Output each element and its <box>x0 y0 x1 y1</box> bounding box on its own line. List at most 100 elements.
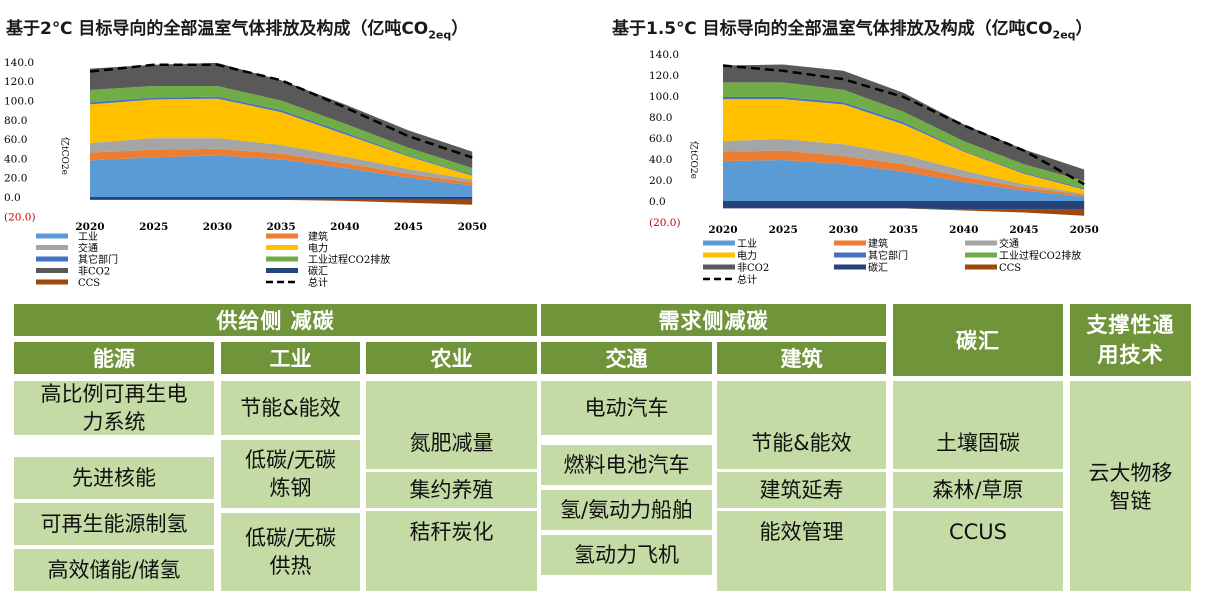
legend-swatch <box>965 252 997 258</box>
area-carbon-sink <box>90 197 473 200</box>
area-power <box>723 99 1085 194</box>
x-tick-label: 2030 <box>829 224 858 236</box>
legend-label: 建筑 <box>308 230 328 243</box>
legend-swatch <box>703 240 735 246</box>
legend-swatch <box>266 256 298 262</box>
legend-label: 碳汇 <box>868 261 888 274</box>
transport-item: 电动汽车 <box>541 381 712 435</box>
legend-item-non-co2: 非CO2 <box>703 262 769 274</box>
carbon-sink-header: 碳汇 <box>893 304 1063 376</box>
carbon-sink-item: CCUS <box>948 520 1008 544</box>
y-tick-label: 120.0 <box>649 70 679 82</box>
legend-item-power: 电力 <box>703 249 757 262</box>
legend-item-total: 总计 <box>703 273 757 286</box>
industry-item: 低碳/无碳炼钢 <box>221 440 360 508</box>
right-emissions-chart: (20.0) 0.0 20.0 40.0 60.0 80.0 100.0 120.0 140.0… <box>649 49 1099 286</box>
legend-label: 建筑 <box>868 237 888 250</box>
carbon-sink-item: 土壤固碳 <box>936 431 1020 455</box>
right-chart-title: 基于1.5℃ 目标导向的全部温室气体排放及构成（亿吨CO2eq） <box>612 19 1093 42</box>
legend-swatch <box>834 240 866 246</box>
supply-side-header: 供给侧 减碳 <box>14 304 537 336</box>
support-tech-header: 支撑性通用技术 <box>1070 304 1191 376</box>
area-non-co2 <box>723 64 1085 182</box>
industry-item: 节能&能效 <box>221 381 360 435</box>
legend-swatch <box>965 240 997 246</box>
building-item: 节能&能效 <box>751 431 852 455</box>
energy-item: 先进核能 <box>14 457 214 499</box>
y-tick-label: 120.0 <box>4 76 34 88</box>
x-tick-label: 2040 <box>949 224 978 236</box>
legend-item-ccs: CCS <box>965 263 1021 274</box>
x-tick-label: 2045 <box>394 221 423 233</box>
area-ccs <box>90 199 473 205</box>
legend-label: 非CO2 <box>737 262 769 274</box>
energy-item: 可再生能源制氢 <box>14 503 214 545</box>
x-tick-label: 2035 <box>266 221 295 233</box>
agriculture-item: 秸秆炭化 <box>409 520 494 544</box>
y-tick-label: 60.0 <box>4 134 27 146</box>
legend-label: 工业 <box>737 238 757 250</box>
industry-item: 低碳/无碳供热 <box>221 513 360 591</box>
legend-label: 工业过程CO2排放 <box>999 249 1081 262</box>
total-line <box>89 63 473 159</box>
legend-label: 其它部门 <box>78 253 118 266</box>
legend-item-building: 建筑 <box>266 230 328 243</box>
legend-swatch <box>36 256 68 262</box>
y-tick-label: 140.0 <box>649 49 679 61</box>
energy-item: 高效储能/储氢 <box>14 549 214 591</box>
x-tick-label: 2025 <box>139 221 168 233</box>
x-tick-label: 2035 <box>889 224 918 236</box>
legend-item-carbon-sink: 碳汇 <box>834 261 888 274</box>
legend-swatch <box>266 245 298 250</box>
legend-swatch <box>834 252 866 258</box>
legend-swatch <box>36 279 68 285</box>
x-tick-label: 2025 <box>769 224 798 236</box>
legend-item-carbon-sink: 碳汇 <box>266 265 328 278</box>
area-ccs <box>723 208 1085 216</box>
y-tick-label: 0.0 <box>649 196 666 208</box>
legend-item-process-co2: 工业过程CO2排放 <box>965 249 1081 262</box>
legend-item-other: 其它部门 <box>834 249 908 262</box>
x-tick-label: 2050 <box>1070 224 1099 236</box>
left-emissions-chart: (20.0) 0.0 20.0 40.0 60.0 80.0 100.0 120.0 140.0… <box>4 57 487 289</box>
support-column-bg <box>1070 381 1191 591</box>
legend-item-industry: 工业 <box>703 238 757 250</box>
y-tick-label: 20.0 <box>4 173 27 185</box>
legend-item-process-co2: 工业过程CO2排放 <box>266 253 390 266</box>
y-tick-label: 20.0 <box>649 175 672 187</box>
area-power <box>90 98 473 180</box>
support-item: 云大物移智链 <box>1088 461 1173 513</box>
legend-item-transport: 交通 <box>36 242 98 255</box>
legend-swatch <box>266 268 298 273</box>
total-line <box>722 64 1085 186</box>
y-axis-label: 亿tCO2e <box>59 137 71 175</box>
left-chart-title: 基于2℃ 目标导向的全部温室气体排放及构成（亿吨CO2eq） <box>6 19 469 42</box>
y-tick-label: 100.0 <box>4 96 34 108</box>
legend-item-other: 其它部门 <box>36 253 118 266</box>
legend-item-building: 建筑 <box>834 237 888 250</box>
x-tick-label: 2020 <box>708 224 737 236</box>
legend-swatch <box>36 268 68 273</box>
y-tick-label: (20.0) <box>4 211 36 223</box>
transport-header: 交通 <box>541 342 712 374</box>
industry-header: 工业 <box>221 342 360 374</box>
y-tick-label: 60.0 <box>649 133 672 145</box>
demand-side-header: 需求侧减碳 <box>541 304 886 336</box>
energy-header: 能源 <box>14 342 214 374</box>
legend-label: 电力 <box>737 249 757 262</box>
agriculture-header: 农业 <box>366 342 537 374</box>
area-building <box>723 150 1085 197</box>
area-building <box>90 148 473 186</box>
legend-item-industry: 工业 <box>36 231 98 243</box>
y-tick-label: (20.0) <box>649 217 681 229</box>
energy-item: 高比例可再生电力系统 <box>14 381 214 435</box>
legend-swatch <box>36 233 68 239</box>
legend-item-transport: 交通 <box>965 237 1019 250</box>
agriculture-item: 集约养殖 <box>366 469 537 511</box>
area-industry <box>723 160 1085 201</box>
y-axis-label: 亿tCO2e <box>688 141 700 179</box>
area-carbon-sink <box>723 201 1085 210</box>
legend-label: 碳汇 <box>308 265 328 278</box>
area-transport <box>723 139 1085 195</box>
y-tick-label: 80.0 <box>4 115 27 127</box>
